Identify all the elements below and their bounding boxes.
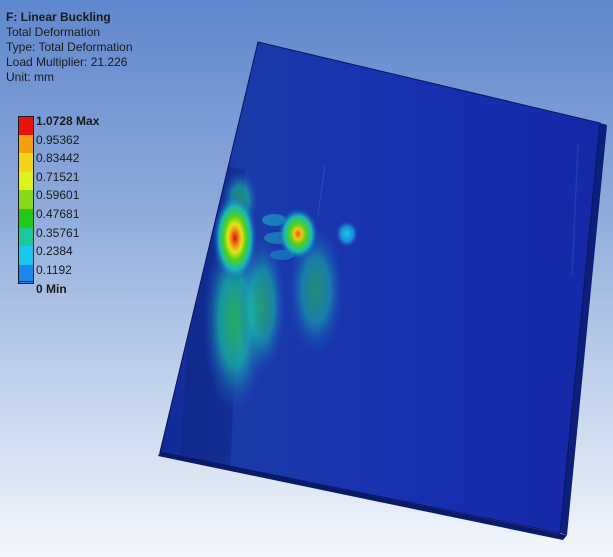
legend-entry: 0.1192: [18, 262, 178, 284]
legend-color-swatch: [18, 246, 34, 265]
legend-entry: 1.0728 Max: [18, 114, 178, 135]
legend-value-label: 0.1192: [36, 262, 72, 277]
legend-value-label: 0.59601: [36, 188, 80, 203]
color-legend[interactable]: 1.0728 Max 0.95362 0.83442 0.71521 0.59601 0.…: [18, 114, 178, 296]
deformation-peak-secondary: [278, 208, 318, 260]
deformation-peak-max: [213, 194, 257, 282]
legend-value-label: 0.95362: [36, 132, 80, 147]
legend-color-swatch: [18, 116, 34, 135]
plate-outline: [159, 41, 601, 534]
legend-entry: 0.47681: [18, 206, 178, 228]
deformation-spot-small: [336, 221, 358, 247]
legend-min-swatch: [18, 281, 34, 282]
result-line: Type: Total Deformation: [6, 40, 133, 54]
legend-value-label: 0.2384: [36, 244, 73, 259]
legend-color-swatch: [18, 190, 34, 209]
legend-value-label: 0.83442: [36, 151, 80, 166]
legend-color-swatch: [18, 153, 34, 172]
legend-color-swatch: [18, 134, 34, 154]
legend-entry: 0.35761: [18, 225, 178, 247]
legend-value-label: 0.47681: [36, 206, 80, 221]
plate-right-edge: [560, 123, 607, 535]
legend-entry: 0.83442: [18, 151, 178, 172]
result-info: F: Linear Buckling Total Deformation Typ…: [6, 10, 133, 85]
legend-entry: 0.95362: [18, 132, 178, 154]
surface-crease-right: [571, 144, 579, 276]
result-line: Unit: mm: [6, 70, 54, 84]
result-title: F: Linear Buckling: [6, 10, 111, 24]
legend-value-label: 1.0728 Max: [36, 114, 100, 128]
legend-value-label: 0.71521: [36, 169, 80, 184]
result-line: Total Deformation: [6, 25, 101, 39]
result-line: Load Multiplier: 21.226: [6, 55, 128, 69]
legend-color-swatch: [18, 227, 34, 247]
legend-color-swatch: [18, 264, 34, 284]
plate-surface: [160, 42, 600, 533]
legend-min-label: 0 Min: [36, 282, 67, 296]
legend-entry: 0.59601: [18, 188, 178, 209]
surface-crease: [317, 164, 326, 216]
legend-entry: 0.2384: [18, 244, 178, 265]
legend-value-label: 0.35761: [36, 225, 80, 240]
plate-bottom-edge: [158, 452, 567, 540]
legend-color-swatch: [18, 171, 34, 191]
legend-entry: 0.71521: [18, 169, 178, 191]
legend-color-swatch: [18, 208, 34, 228]
